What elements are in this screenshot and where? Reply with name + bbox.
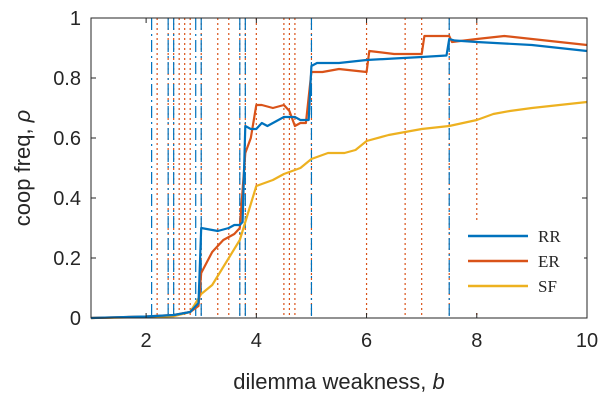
x-axis-label: dilemma weakness, b [233, 369, 445, 393]
plot-frame [90, 17, 588, 319]
y-axis: 0 0.2 0.4 0.6 0.8 1 [53, 8, 587, 330]
x-tick-label-4: 10 [576, 330, 598, 352]
y-tick-label-2: 0.4 [53, 188, 81, 210]
y-tick-label-4: 0.8 [53, 68, 81, 90]
x-tick-label-3: 8 [471, 330, 482, 352]
y-axis-label: coop freq, ρ [10, 110, 35, 227]
legend-label-er: ER [538, 252, 560, 271]
legend-label-sf: SF [538, 277, 557, 296]
series-line-rr [90, 37, 588, 320]
legend: RR ER SF [460, 222, 584, 312]
x-tick-label-1: 4 [251, 330, 262, 352]
legend-label-rr: RR [538, 227, 561, 246]
series-lines [90, 34, 588, 320]
series-line-er [90, 34, 588, 320]
y-tick-label-5: 1 [70, 8, 81, 30]
y-tick-label-1: 0.2 [53, 248, 81, 270]
threshold-lines [151, 18, 478, 318]
x-axis: 2 4 6 8 10 [141, 18, 598, 352]
x-tick-label-0: 2 [141, 330, 152, 352]
y-tick-label-3: 0.6 [53, 128, 81, 150]
series-line-sf [90, 100, 588, 320]
x-tick-label-2: 6 [361, 330, 372, 352]
y-tick-label-0: 0 [70, 308, 81, 330]
